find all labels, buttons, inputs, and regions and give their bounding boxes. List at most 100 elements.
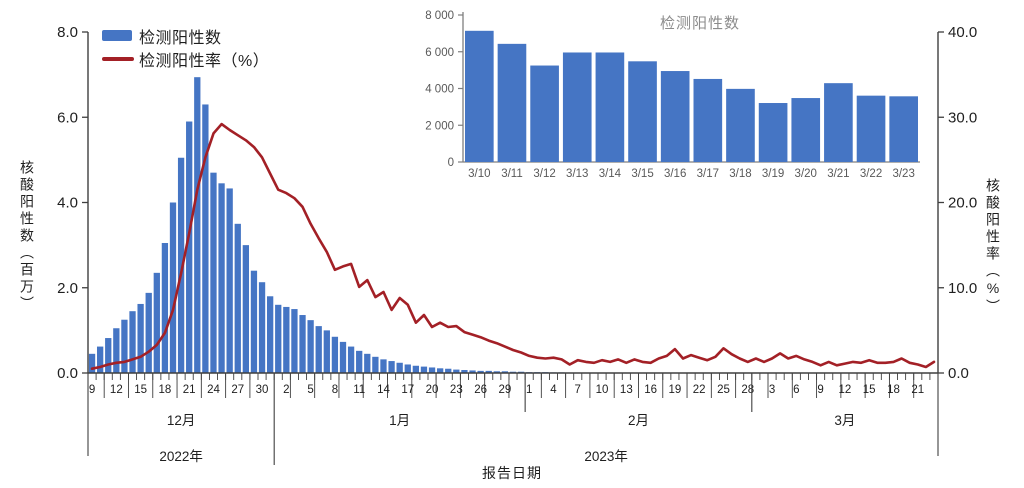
day-label: 15 bbox=[134, 384, 147, 396]
positive-count-bar bbox=[153, 272, 160, 373]
inset-x-label: 3/14 bbox=[599, 168, 622, 180]
line-series-swatch bbox=[102, 56, 134, 61]
positive-count-bar bbox=[501, 371, 509, 373]
inset-bar bbox=[693, 78, 723, 162]
positive-count-bar bbox=[331, 336, 339, 373]
inset-x-label: 3/12 bbox=[533, 168, 555, 180]
day-label: 5 bbox=[307, 384, 313, 396]
day-label: 25 bbox=[717, 384, 730, 396]
inset-y-tick-label: 0 bbox=[448, 157, 454, 169]
positive-count-bar bbox=[372, 356, 379, 373]
inset-bar bbox=[562, 52, 592, 162]
positive-count-bar bbox=[323, 330, 330, 373]
day-label: 17 bbox=[401, 384, 414, 396]
positive-count-bar bbox=[234, 223, 241, 373]
positive-count-bar bbox=[194, 77, 201, 374]
inset-y-tick-label: 8 000 bbox=[425, 10, 454, 22]
day-label: 6 bbox=[793, 384, 799, 396]
positive-count-bar bbox=[477, 370, 484, 373]
left-y-axis-title: 核酸阳性数（百万） bbox=[19, 160, 35, 313]
day-label: 10 bbox=[596, 384, 609, 396]
day-label: 7 bbox=[575, 384, 581, 396]
positive-count-bar bbox=[121, 319, 128, 373]
positive-count-bar bbox=[485, 370, 492, 373]
inset-x-label: 3/19 bbox=[762, 168, 784, 180]
positive-count-bar bbox=[96, 346, 104, 373]
positive-count-bar bbox=[339, 341, 347, 373]
legend-item-positive-rate: 检测阳性率（%） bbox=[102, 47, 269, 70]
positive-count-bar bbox=[364, 353, 371, 373]
inset-x-label: 3/23 bbox=[892, 168, 914, 180]
positive-count-bar bbox=[250, 270, 258, 373]
day-label: 23 bbox=[450, 384, 463, 396]
positive-count-bar bbox=[266, 296, 274, 373]
day-label: 19 bbox=[669, 384, 682, 396]
positive-count-bar bbox=[242, 245, 250, 373]
inset-bar bbox=[465, 30, 494, 162]
day-label: 9 bbox=[817, 384, 823, 396]
inset-bar bbox=[889, 96, 918, 162]
day-label: 21 bbox=[911, 384, 924, 396]
positive-count-bar bbox=[275, 304, 282, 373]
inset-x-label: 3/17 bbox=[697, 168, 719, 180]
month-label: 12月 bbox=[167, 413, 196, 428]
inset-bar bbox=[791, 98, 821, 162]
positive-count-bar bbox=[445, 368, 452, 373]
month-label: 3月 bbox=[834, 413, 855, 428]
positive-count-bar bbox=[202, 104, 209, 374]
day-label: 11 bbox=[353, 384, 365, 396]
positive-count-bar bbox=[283, 306, 290, 373]
day-label: 1 bbox=[526, 384, 532, 396]
inset-x-label: 3/15 bbox=[631, 168, 653, 180]
positive-count-bar bbox=[226, 188, 233, 373]
positive-count-bar bbox=[129, 311, 136, 373]
inset-bar bbox=[530, 65, 559, 162]
positive-count-bar bbox=[145, 292, 152, 373]
positive-count-bar bbox=[436, 368, 444, 373]
day-label: 28 bbox=[741, 384, 754, 396]
day-label: 16 bbox=[644, 384, 657, 396]
positive-count-bar bbox=[177, 157, 185, 373]
day-label: 20 bbox=[426, 384, 439, 396]
x-axis-title: 报告日期 bbox=[482, 465, 542, 481]
day-label: 22 bbox=[693, 384, 706, 396]
inset-bar bbox=[628, 61, 657, 162]
inset-y-tick-label: 6 000 bbox=[425, 47, 454, 59]
left-axis-tick-label: 2.0 bbox=[57, 280, 78, 297]
positive-count-bar bbox=[493, 371, 500, 373]
day-label: 18 bbox=[159, 384, 172, 396]
positive-count-bar bbox=[453, 369, 460, 373]
inset-x-label: 3/16 bbox=[664, 168, 686, 180]
positive-count-bar bbox=[347, 346, 355, 373]
right-y-axis-title: 核酸阳性率（%） bbox=[985, 178, 1001, 316]
day-label: 30 bbox=[256, 384, 269, 396]
positive-count-bar bbox=[113, 328, 120, 373]
inset-bar bbox=[660, 71, 690, 162]
inset-x-label: 3/20 bbox=[795, 168, 817, 180]
positive-count-bar bbox=[186, 121, 193, 373]
left-axis-tick-label: 4.0 bbox=[57, 195, 78, 212]
day-label: 2 bbox=[283, 384, 289, 396]
right-axis-tick-label: 20.0 bbox=[948, 195, 977, 212]
positive-count-bar bbox=[461, 370, 468, 373]
positive-count-bar bbox=[388, 361, 395, 373]
month-label: 1月 bbox=[389, 413, 410, 428]
legend-item-positive-count: 检测阳性数 bbox=[102, 24, 269, 47]
positive-count-bar bbox=[291, 309, 298, 373]
bar-series-swatch bbox=[102, 30, 132, 41]
inset-x-label: 3/21 bbox=[827, 168, 849, 180]
day-label: 12 bbox=[839, 384, 852, 396]
positive-count-bar bbox=[469, 370, 476, 373]
inset-x-label: 3/10 bbox=[468, 168, 490, 180]
day-label: 18 bbox=[887, 384, 900, 396]
positive-count-bar bbox=[169, 202, 177, 373]
positive-count-bar bbox=[380, 359, 387, 373]
day-label: 24 bbox=[207, 384, 220, 396]
positive-count-bar bbox=[210, 172, 217, 373]
inset-y-tick-label: 2 000 bbox=[425, 120, 454, 132]
legend: 检测阳性数 检测阳性率（%） bbox=[102, 24, 269, 70]
inset-x-label: 3/18 bbox=[729, 168, 751, 180]
bar-series-label: 检测阳性数 bbox=[139, 29, 222, 47]
day-label: 12 bbox=[110, 384, 123, 396]
